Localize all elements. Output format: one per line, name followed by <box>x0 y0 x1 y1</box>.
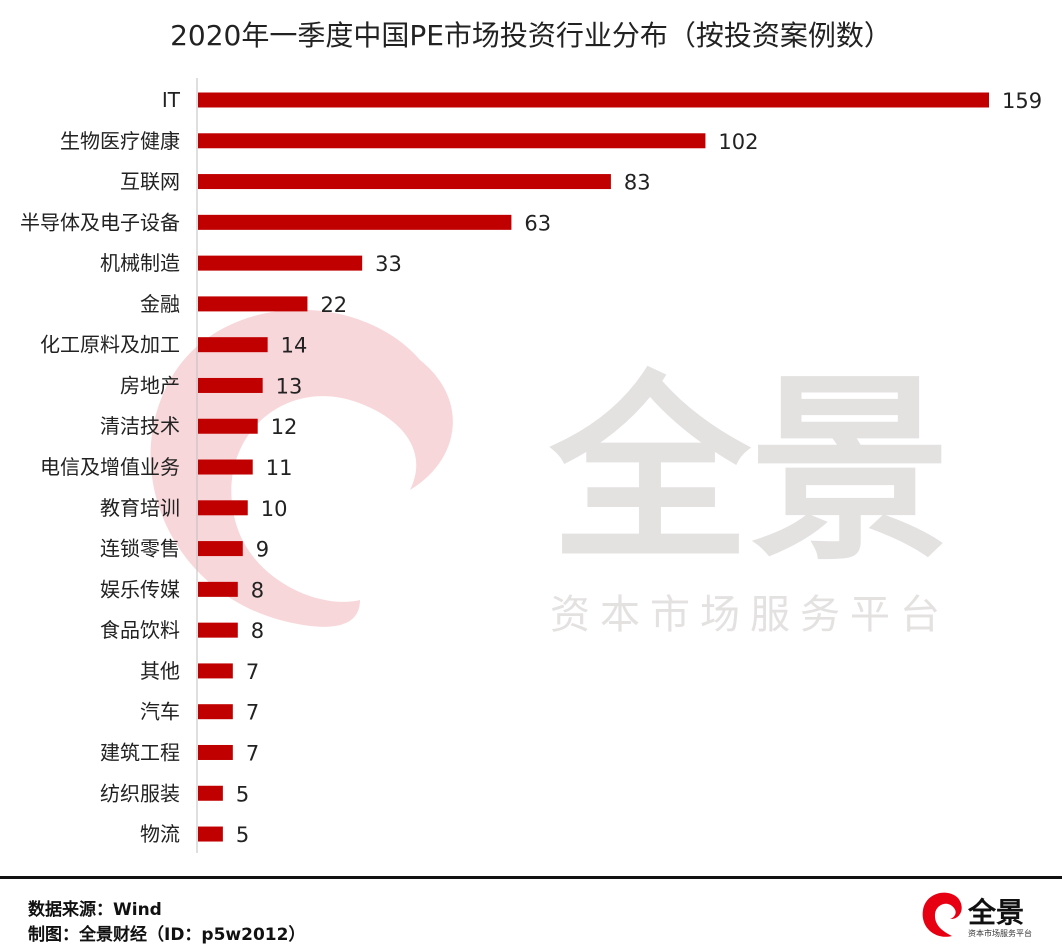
value-label: 7 <box>246 701 259 725</box>
brand-logo: 全景 资本市场服务平台 <box>922 892 1032 938</box>
bar <box>198 133 706 149</box>
category-label: 汽车 <box>140 700 180 724</box>
value-label: 14 <box>281 334 308 358</box>
source-note: 数据来源：Wind <box>28 900 162 920</box>
category-label: 生物医疗健康 <box>60 129 180 153</box>
value-label: 9 <box>256 538 269 562</box>
category-label: IT <box>162 88 181 112</box>
category-label: 化工原料及加工 <box>40 333 180 357</box>
value-label: 10 <box>261 497 288 521</box>
credit-note: 制图：全景财经（ID：p5w2012） <box>28 925 306 945</box>
category-label: 建筑工程 <box>100 740 180 764</box>
bar <box>198 581 238 597</box>
bar <box>198 418 258 434</box>
category-label: 连锁零售 <box>100 537 180 561</box>
category-label: 机械制造 <box>100 251 180 275</box>
bar <box>198 255 363 271</box>
bar <box>198 337 268 353</box>
value-label: 11 <box>266 456 293 480</box>
category-label: 房地产 <box>120 373 180 397</box>
category-label: 教育培训 <box>100 496 180 520</box>
bar <box>198 500 248 516</box>
bar <box>198 214 512 230</box>
bar-chart: IT 159 生物医疗健康 102 互联网 83 半导体及电子设备 63 机械制造 33 金融 22 化… <box>20 78 1042 853</box>
bar <box>198 377 263 393</box>
bar <box>198 541 243 557</box>
bar <box>198 296 308 312</box>
category-label: 清洁技术 <box>100 414 180 438</box>
bar <box>198 704 233 720</box>
bar <box>198 785 223 801</box>
value-label: 33 <box>375 252 402 276</box>
value-label: 12 <box>271 415 298 439</box>
footer-divider <box>0 876 1062 879</box>
category-label: 娱乐传媒 <box>100 577 180 601</box>
chart-title: 2020年一季度中国PE市场投资行业分布（按投资案例数） <box>170 19 892 52</box>
value-label: 63 <box>524 211 551 235</box>
category-label: 电信及增值业务 <box>40 455 180 479</box>
value-label: 7 <box>246 660 259 684</box>
value-label: 102 <box>718 130 758 154</box>
logo-swirl-icon <box>922 892 962 937</box>
bar <box>198 826 223 842</box>
bar <box>198 459 253 475</box>
category-label: 纺织服装 <box>100 781 180 805</box>
bar <box>198 663 233 679</box>
category-label: 互联网 <box>120 170 180 194</box>
value-label: 83 <box>624 171 651 195</box>
logo-brand: 全景 <box>967 896 1024 929</box>
logo-tagline: 资本市场服务平台 <box>968 928 1032 938</box>
value-label: 159 <box>1002 89 1042 113</box>
category-label: 金融 <box>140 292 180 316</box>
category-label: 物流 <box>140 822 180 846</box>
category-label: 其他 <box>140 659 180 683</box>
value-label: 8 <box>251 619 264 643</box>
value-label: 13 <box>276 374 303 398</box>
value-label: 5 <box>236 782 249 806</box>
value-label: 22 <box>320 293 347 317</box>
bar <box>198 744 233 760</box>
value-label: 5 <box>236 823 249 847</box>
bar <box>198 622 238 638</box>
value-label: 7 <box>246 741 259 765</box>
value-label: 8 <box>251 578 264 602</box>
bar <box>198 174 611 190</box>
category-label: 半导体及电子设备 <box>20 210 180 234</box>
bar <box>198 92 989 108</box>
category-label: 食品饮料 <box>100 618 180 642</box>
